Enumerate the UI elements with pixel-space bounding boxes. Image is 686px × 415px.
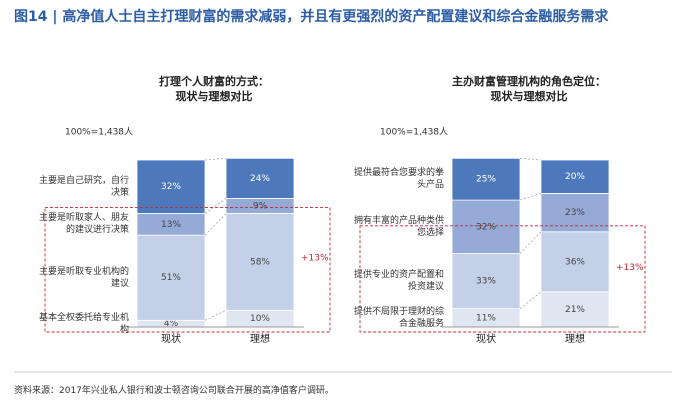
highlight-box <box>359 225 646 333</box>
chart-title: 主办财富管理机构的角色定位： <box>452 74 606 88</box>
bar-segment <box>451 157 521 201</box>
annotation: +13% <box>301 254 329 264</box>
connector <box>519 193 542 201</box>
value-label: 13% <box>161 220 181 230</box>
bar-segment <box>136 159 206 214</box>
value-label: 4% <box>164 319 179 329</box>
annotation: +13% <box>616 263 644 273</box>
bar-segment <box>540 291 610 328</box>
page-title: 图14 | 高净值人士自主打理财富的需求减弱，并且有更强烈的资产配置建议和综合金… <box>14 9 609 25</box>
value-label: 25% <box>476 175 496 185</box>
value-label: 21% <box>565 305 585 315</box>
category-label: 现状 <box>476 332 496 345</box>
bar-segment <box>451 253 521 310</box>
bar-segment <box>540 159 610 194</box>
source-note: 资料来源：2017年兴业私人银行和波士顿咨询公司联合开展的高净值客户调研。 <box>14 386 334 396</box>
connector <box>519 291 542 309</box>
value-label: 9% <box>253 201 268 211</box>
legend-label: 拥有丰富的产品种类供您选择 <box>353 215 444 238</box>
note: 100%=1,438人 <box>65 127 133 138</box>
connector <box>204 213 227 236</box>
chart-title: 打理个人财富的方式： <box>159 74 269 88</box>
category-label: 现状 <box>161 332 181 345</box>
category-label: 理想 <box>250 332 270 345</box>
bar-segment <box>225 213 295 311</box>
chart-subtitle: 现状与理想对比 <box>176 89 253 103</box>
note: 100%=1,438人 <box>380 127 448 138</box>
legend-label: 主要是听取家人、朋友的建议进行决策 <box>38 213 129 236</box>
legend-label: 主要是听取专业机构的建议 <box>38 266 129 289</box>
value-label: 32% <box>161 182 181 192</box>
value-label: 33% <box>476 277 496 287</box>
connector <box>519 231 542 254</box>
chart-subtitle: 现状与理想对比 <box>491 89 568 103</box>
bar-segment <box>540 231 610 293</box>
bar-segment <box>451 199 521 254</box>
connector <box>204 309 227 321</box>
value-label: 20% <box>565 172 585 182</box>
value-label: 32% <box>476 222 496 232</box>
value-label: 11% <box>476 313 496 323</box>
value-label: 58% <box>250 257 270 267</box>
highlight-box <box>44 206 331 333</box>
value-label: 10% <box>250 314 270 324</box>
value-label: 24% <box>250 174 270 184</box>
value-label: 23% <box>565 208 585 218</box>
value-label: 36% <box>565 257 585 267</box>
legend-label: 基本全权委托给专业机构 <box>38 312 129 335</box>
legend-label: 主要是自己研究，自行决策 <box>38 175 129 198</box>
connector <box>204 157 227 161</box>
legend-label: 提供不局限于理财的综合金融服务 <box>353 306 444 329</box>
connector <box>519 157 542 161</box>
connector <box>204 198 227 214</box>
bar-segment <box>136 234 206 321</box>
legend-label: 提供最符合您要求的拳头产品 <box>353 168 444 191</box>
value-label: 51% <box>161 273 181 283</box>
bar-segment <box>225 157 295 199</box>
category-label: 理想 <box>565 332 585 345</box>
legend-label: 提供专业的资产配置和投资建议 <box>353 270 444 293</box>
